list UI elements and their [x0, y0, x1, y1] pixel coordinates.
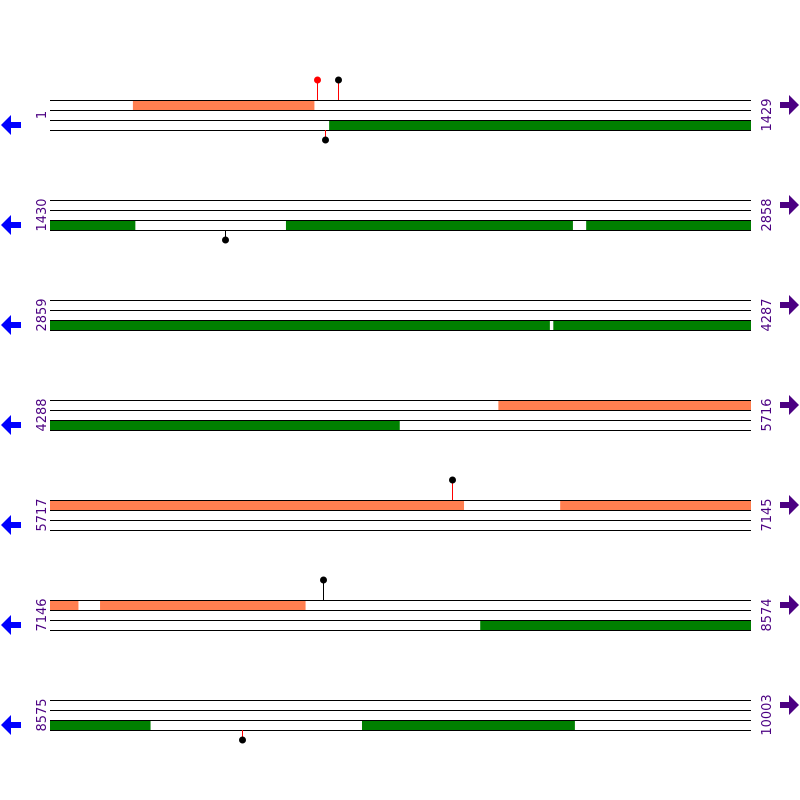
marker-head[interactable] [320, 576, 327, 584]
arrow-left-icon[interactable] [1, 315, 21, 335]
row-start-label: 2859 [35, 298, 50, 331]
reverse-feature[interactable] [50, 320, 550, 330]
row-start-label: 4288 [35, 398, 50, 431]
sequence-row: 2859 4287 [1, 295, 799, 335]
forward-feature[interactable] [50, 500, 465, 510]
marker-head[interactable] [239, 736, 246, 744]
reverse-feature[interactable] [285, 220, 573, 230]
reverse-feature[interactable] [553, 320, 751, 330]
marker-head[interactable] [449, 476, 456, 484]
arrow-left-icon[interactable] [1, 215, 21, 235]
row-end-label: 10003 [760, 694, 775, 735]
marker-head[interactable] [335, 76, 342, 84]
sequence-row: 1 1429 [1, 76, 799, 144]
forward-feature[interactable] [560, 500, 751, 510]
arrow-right-icon[interactable] [780, 395, 799, 415]
arrow-right-icon[interactable] [780, 195, 799, 215]
row-end-label: 2858 [760, 198, 775, 231]
reverse-feature[interactable] [586, 220, 751, 230]
sequence-row: 5717 7145 [1, 476, 799, 535]
reverse-feature[interactable] [480, 620, 751, 630]
row-end-label: 8574 [760, 598, 775, 631]
row-start-label: 7146 [35, 598, 50, 631]
arrow-left-icon[interactable] [1, 515, 21, 535]
arrow-left-icon[interactable] [1, 615, 21, 635]
arrow-right-icon[interactable] [780, 495, 799, 515]
arrow-right-icon[interactable] [780, 695, 799, 715]
arrow-left-icon[interactable] [1, 115, 21, 135]
sequence-row: 7146 8574 [1, 576, 799, 635]
reverse-feature[interactable] [50, 420, 400, 430]
row-start-label: 5717 [35, 498, 50, 531]
reverse-feature[interactable] [50, 220, 136, 230]
arrow-right-icon[interactable] [780, 295, 799, 315]
sequence-row: 8575 10003 [1, 694, 799, 744]
sequence-row: 4288 5716 [1, 395, 799, 435]
row-end-label: 4287 [760, 298, 775, 331]
reverse-feature[interactable] [329, 120, 751, 130]
marker-head[interactable] [322, 136, 329, 144]
row-end-label: 5716 [760, 398, 775, 431]
sequence-row: 1430 2858 [1, 195, 799, 244]
row-end-label: 1429 [760, 98, 775, 131]
row-start-label: 1 [35, 111, 50, 119]
arrow-right-icon[interactable] [780, 595, 799, 615]
forward-feature[interactable] [100, 600, 306, 610]
arrow-left-icon[interactable] [1, 715, 21, 735]
forward-feature[interactable] [132, 100, 315, 110]
arrow-right-icon[interactable] [780, 95, 799, 115]
reverse-feature[interactable] [361, 720, 575, 730]
row-start-label: 8575 [35, 698, 50, 731]
reverse-feature[interactable] [50, 720, 151, 730]
forward-feature[interactable] [50, 600, 79, 610]
arrow-left-icon[interactable] [1, 415, 21, 435]
row-start-label: 1430 [35, 198, 50, 231]
marker-head[interactable] [222, 236, 229, 244]
forward-feature[interactable] [498, 400, 751, 410]
marker-head[interactable] [314, 76, 321, 84]
row-end-label: 7145 [760, 498, 775, 531]
